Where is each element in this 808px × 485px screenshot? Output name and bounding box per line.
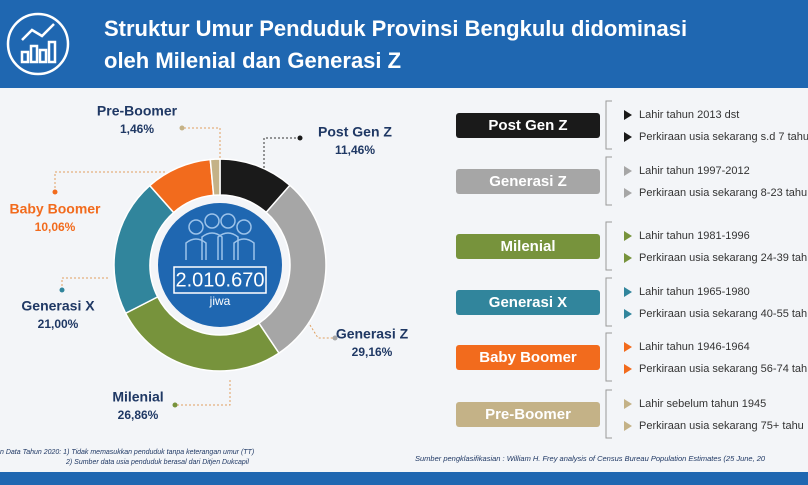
slice-label: Milenial (112, 389, 163, 405)
bullet (624, 231, 632, 241)
bullet (624, 309, 632, 319)
leader-line (182, 127, 221, 158)
bullet (624, 110, 632, 120)
header-icon (6, 12, 70, 76)
value-label: 10,06% (35, 220, 76, 234)
center-box (173, 266, 267, 294)
header-bar (0, 0, 808, 88)
leader-line (175, 380, 231, 406)
leader-line (61, 277, 108, 290)
category-detail: Lahir tahun 1981-1996 (639, 230, 750, 242)
leader-line (54, 171, 165, 192)
value-label: 26,86% (118, 408, 159, 422)
category-name: Generasi Z (489, 173, 567, 190)
category-name: Post Gen Z (488, 117, 567, 134)
bracket (605, 389, 612, 439)
category-box (456, 345, 600, 370)
value-label: 29,16% (352, 345, 393, 359)
person-body (201, 232, 223, 260)
person-body (233, 238, 255, 260)
footnote: n Data Tahun 2020: 1) Tidak memasukkan p… (0, 449, 254, 456)
bullet (624, 188, 632, 198)
category-detail: Perkiraan usia sekarang 75+ tahu (639, 420, 804, 432)
center-value: 2.010.670 (176, 269, 265, 291)
leader-dot (179, 125, 185, 131)
leader-dot (59, 287, 65, 293)
bracket (605, 100, 612, 150)
category-detail: Lahir tahun 2013 dst (639, 109, 739, 121)
category-detail: Perkiraan usia sekarang 40-55 tah (639, 308, 807, 320)
footer-bar (0, 472, 808, 485)
donut-chart: 2.010.670 jiwa Post Gen Z 11,46% Generasi Z 2… (9, 103, 408, 422)
bullet (624, 421, 632, 431)
leader-dot (332, 335, 338, 341)
bullet (624, 253, 632, 263)
footnote: Sumber pengklasifikasian : William H. Fr… (415, 454, 766, 463)
category-box (456, 290, 600, 315)
value-label: 11,46% (335, 143, 375, 157)
leader-line (263, 137, 300, 168)
person-head (188, 219, 204, 235)
bullet (624, 132, 632, 142)
category-box (456, 234, 600, 259)
leader-dot (172, 402, 178, 408)
person-head (220, 213, 236, 229)
bracket (605, 221, 612, 271)
bullet (624, 166, 632, 176)
header-title: Struktur Umur Penduduk Provinsi Bengkulu… (104, 16, 687, 41)
category-box (456, 169, 600, 194)
category-box (456, 113, 600, 138)
category-name: Milenial (500, 238, 555, 255)
bracket (605, 156, 612, 206)
donut-slice (209, 158, 221, 197)
leader-dot (297, 135, 303, 141)
bullet (624, 287, 632, 297)
slice-label: Generasi Z (336, 326, 409, 342)
bullet (624, 399, 632, 409)
category-box (456, 402, 600, 427)
people-icon (185, 213, 255, 260)
person-body (217, 232, 239, 260)
center-label: jiwa (209, 294, 231, 308)
slice-label: Post Gen Z (318, 124, 392, 140)
center-circle (158, 203, 282, 327)
classification-panel: Post Gen Z Lahir tahun 2013 dst Perkiraan … (456, 100, 808, 439)
person-head (236, 219, 252, 235)
leader-dot (52, 189, 58, 195)
footnote: 2) Sumber data usia penduduk berasal dar… (65, 459, 249, 466)
category-detail: Lahir tahun 1946-1964 (639, 341, 750, 353)
category-detail: Perkiraan usia sekarang 56-74 tah (639, 363, 807, 375)
bracket (605, 277, 612, 327)
person-head (204, 213, 220, 229)
category-detail: Perkiraan usia sekarang 24-39 tah (639, 252, 807, 264)
category-detail: Lahir sebelum tahun 1945 (639, 398, 766, 410)
category-name: Generasi X (489, 294, 567, 311)
slice-label: Baby Boomer (9, 201, 101, 217)
bracket (605, 332, 612, 382)
leader-line (309, 324, 335, 339)
slice-label: Pre-Boomer (97, 103, 178, 119)
bullet (624, 364, 632, 374)
category-name: Baby Boomer (479, 349, 577, 366)
category-detail: Lahir tahun 1997-2012 (639, 165, 750, 177)
category-name: Pre-Boomer (485, 406, 571, 423)
category-detail: Lahir tahun 1965-1980 (639, 286, 750, 298)
bullet (624, 342, 632, 352)
person-body (185, 238, 207, 260)
value-label: 21,00% (38, 317, 79, 331)
category-detail: Perkiraan usia sekarang 8-23 tahu (639, 187, 807, 199)
slice-label: Generasi X (21, 298, 95, 314)
category-detail: Perkiraan usia sekarang s.d 7 tahu (639, 131, 808, 143)
header-title: oleh Milenial dan Generasi Z (104, 48, 401, 73)
value-label: 1,46% (120, 122, 154, 136)
